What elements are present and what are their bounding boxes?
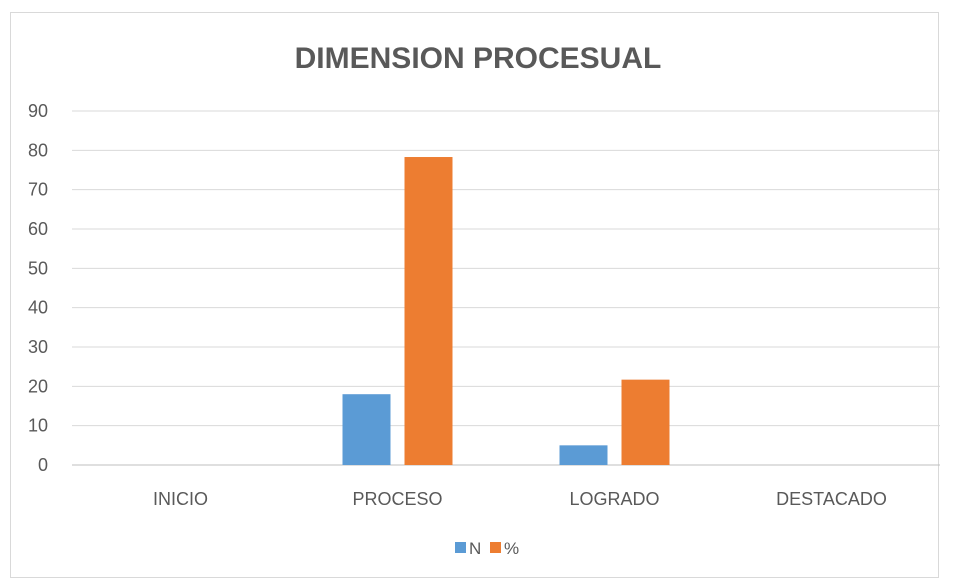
bar-logrado-pct [621,379,670,465]
x-tick-label: INICIO [153,489,208,509]
x-axis-ticks: INICIO PROCESO LOGRADO DESTACADO [153,489,887,509]
y-tick-label: 80 [28,140,48,160]
chart-frame [10,12,939,578]
x-tick-label: PROCESO [352,489,442,509]
y-tick-label: 30 [28,337,48,357]
bar-proceso-pct [404,157,453,465]
bar-logrado-n [559,445,608,465]
chart-title: DIMENSION PROCESUAL [294,42,662,75]
y-tick-label: 0 [38,455,48,475]
y-tick-label: 70 [28,180,48,200]
legend-label: N [469,539,481,558]
legend: N% [455,539,519,558]
gridlines [72,110,940,466]
y-tick-label: 40 [28,298,48,318]
y-tick-label: 60 [28,219,48,239]
y-axis-ticks: 0 10 20 30 40 50 60 70 80 90 [28,101,48,475]
bar-proceso-n [342,394,391,465]
x-tick-label: LOGRADO [569,489,659,509]
y-tick-label: 10 [28,416,48,436]
x-tick-label: DESTACADO [776,489,887,509]
bars [342,157,670,465]
legend-swatch-pct [490,542,501,553]
legend-label: % [504,539,519,558]
y-tick-label: 90 [28,101,48,121]
y-tick-label: 50 [28,258,48,278]
y-tick-label: 20 [28,376,48,396]
legend-swatch-n [455,542,466,553]
